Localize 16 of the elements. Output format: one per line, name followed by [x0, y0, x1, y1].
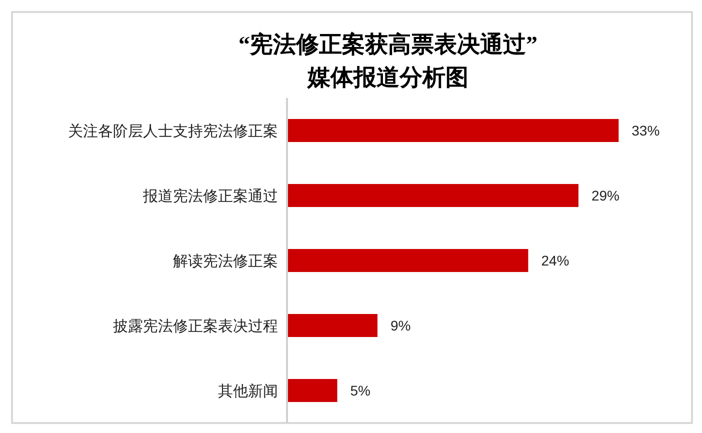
y-tick-label: 其他新闻 [218, 382, 278, 400]
y-tick-label: 披露宪法修正案表决过程 [113, 318, 278, 335]
bar [287, 314, 378, 338]
bar [287, 184, 578, 208]
y-tick-label: 关注各阶层人士支持宪法修正案 [68, 122, 278, 140]
data-label: 5% [350, 382, 370, 398]
chart-title: “宪法修正案获高票表决通过” 媒体报道分析图 [238, 31, 538, 90]
bar [287, 248, 528, 272]
y-tick-label: 报道宪法修正案通过 [142, 188, 278, 205]
data-label: 29% [591, 187, 620, 204]
data-label: 9% [390, 317, 411, 334]
data-label: 33% [632, 122, 660, 138]
bar [287, 378, 338, 402]
data-label: 24% [541, 252, 570, 268]
bar [287, 118, 619, 142]
y-tick-label: 解读宪法修正案 [173, 252, 278, 270]
